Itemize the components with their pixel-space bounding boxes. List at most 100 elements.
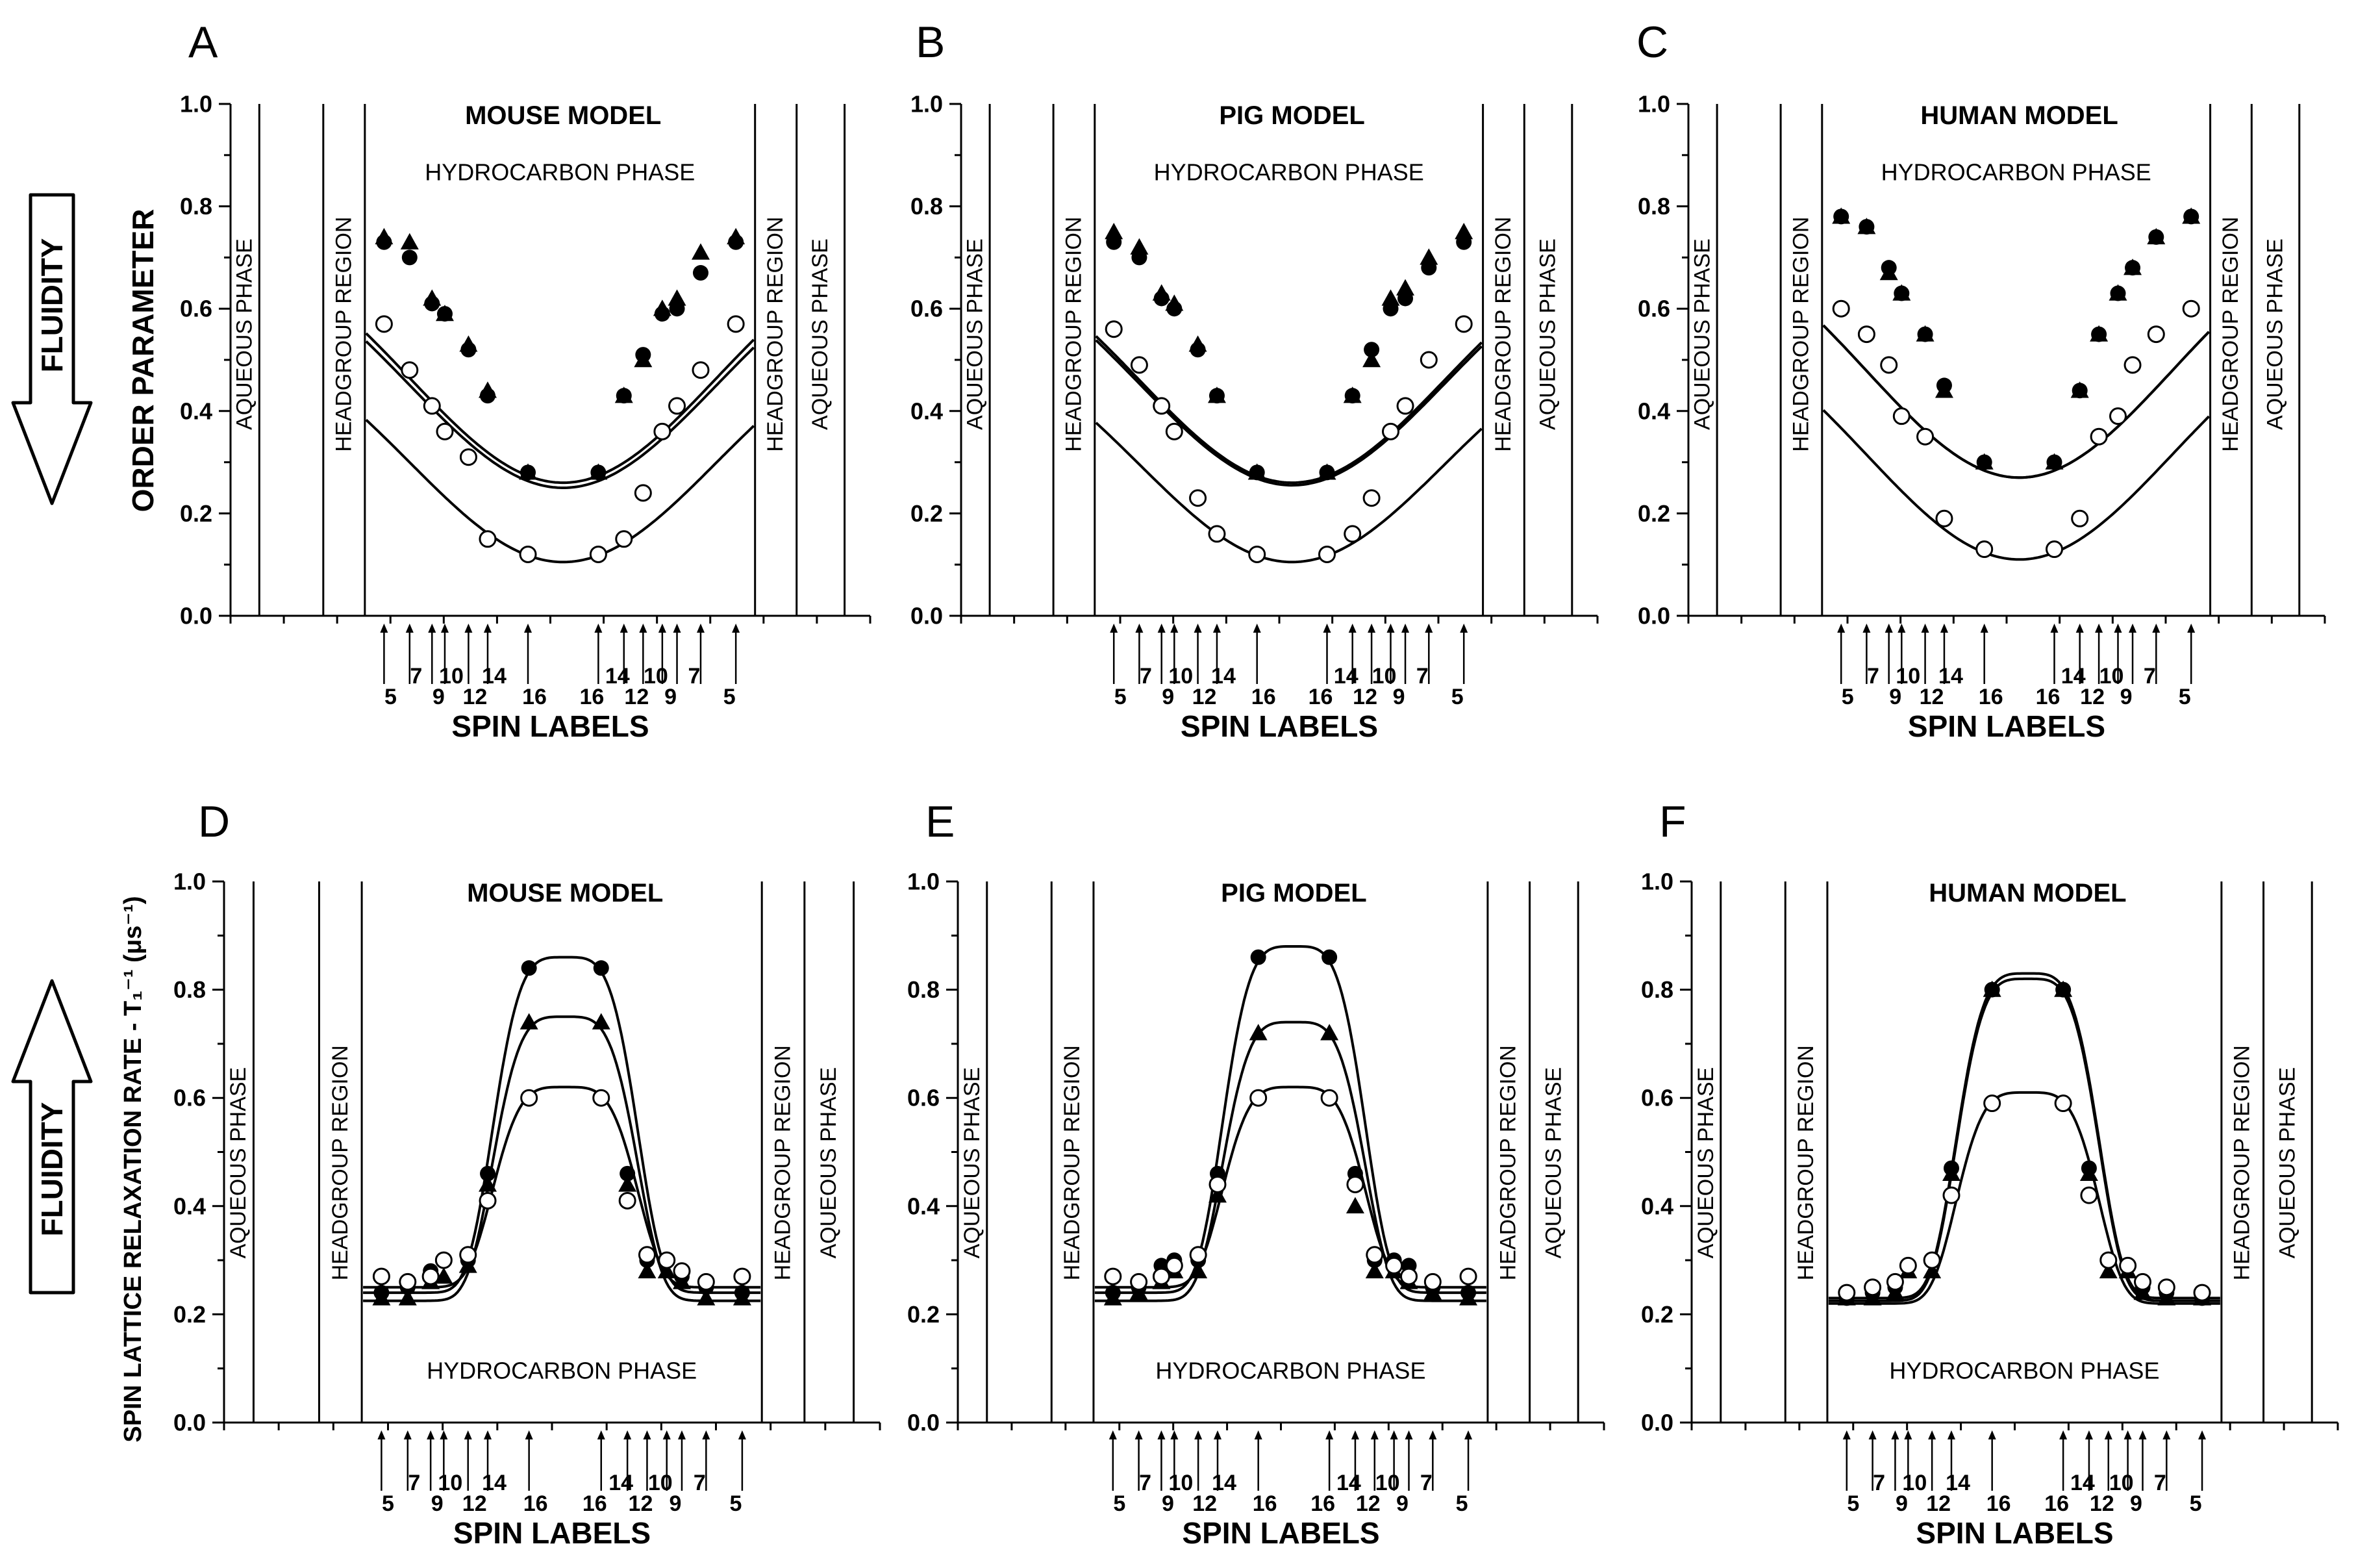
- y-tick-label: 0.0: [1638, 603, 1670, 629]
- data-point-filled-triangle: [1396, 279, 1415, 296]
- y-tick-label: 0.6: [1641, 1085, 1673, 1111]
- data-point-filled-triangle: [1892, 284, 1911, 301]
- data-point-open-circle: [1983, 1095, 2001, 1113]
- spin-label-number: 7: [1416, 664, 1429, 689]
- data-point-filled-triangle: [400, 233, 419, 249]
- y-tick-label: 0.0: [910, 603, 943, 629]
- data-point-filled-triangle: [519, 463, 538, 480]
- panel-title: MOUSE MODEL: [465, 101, 661, 130]
- y-axis-label-bottom: SPIN LATTICE RELAXATION RATE - T₁⁻¹ (μs⁻…: [119, 896, 147, 1442]
- data-point-filled-triangle: [1320, 1024, 1339, 1041]
- data-point-open-circle: [1362, 489, 1381, 507]
- data-point-open-circle: [1105, 320, 1123, 338]
- spin-label-arrowhead: [673, 624, 681, 633]
- spin-label-number: 14: [605, 664, 630, 689]
- fluidity-label-bottom: FLUIDITY: [35, 1102, 69, 1237]
- spin-label-number: 12: [463, 685, 488, 709]
- panel-letter: A: [188, 18, 218, 67]
- x-axis-label: SPIN LABELS: [1916, 1516, 2113, 1550]
- spin-label-arrowhead: [1940, 624, 1948, 633]
- data-point-filled-triangle: [2079, 1164, 2098, 1182]
- data-point-open-circle: [1165, 422, 1183, 440]
- panel-letter: E: [925, 797, 955, 846]
- y-tick-label: 0.0: [180, 603, 212, 629]
- data-point-open-circle: [1886, 1272, 1904, 1291]
- spin-label-number: 14: [2061, 664, 2086, 689]
- data-point-filled-triangle: [458, 1256, 477, 1273]
- spin-label-number: 5: [1113, 1491, 1125, 1516]
- data-point-filled-triangle: [520, 1013, 538, 1030]
- spin-label-arrowhead: [738, 1430, 746, 1439]
- data-point-filled-triangle: [1343, 386, 1362, 403]
- fit-curve-filled-triangle: [363, 1015, 761, 1302]
- headgroup-region-label-left: HEADGROUP REGION: [1060, 1045, 1084, 1280]
- data-point-filled-triangle: [1346, 1196, 1364, 1213]
- data-point-open-circle: [2157, 1278, 2175, 1297]
- data-point-open-circle: [1400, 1267, 1418, 1285]
- data-point-open-circle: [1459, 1267, 1477, 1285]
- data-point-open-circle: [519, 545, 537, 563]
- spin-label-arrowhead: [1194, 1430, 1203, 1439]
- data-point-open-circle: [2109, 407, 2127, 425]
- fit-curve-filled-triangle: [1822, 324, 2211, 479]
- spin-label-arrowhead: [1460, 624, 1468, 633]
- aqueous-phase-label-right: AQUEOUS PHASE: [1536, 238, 1560, 430]
- data-point-filled-triangle: [1423, 1284, 1442, 1300]
- y-tick-label: 0.6: [907, 1085, 940, 1111]
- data-point-filled-triangle: [1886, 1284, 1905, 1300]
- fit-curve-open-circle: [1095, 422, 1483, 564]
- panel-title: PIG MODEL: [1221, 879, 1366, 907]
- data-point-filled-triangle: [459, 335, 478, 352]
- data-point-filled-triangle: [1152, 284, 1171, 301]
- spin-label-number: 10: [1896, 664, 1920, 689]
- spin-label-arrowhead: [1325, 1430, 1334, 1439]
- spin-label-number: 5: [1114, 685, 1127, 709]
- data-point-filled-triangle: [697, 1289, 716, 1306]
- data-point-open-circle: [399, 1272, 417, 1291]
- y-tick-label: 0.4: [1638, 398, 1670, 424]
- spin-label-number: 7: [1873, 1471, 1885, 1495]
- data-point-open-circle: [638, 1246, 656, 1264]
- data-point-open-circle: [1396, 397, 1414, 415]
- y-tick-label: 1.0: [173, 868, 206, 895]
- spin-label-number: 16: [522, 685, 547, 709]
- panel-D: D 0.0 0.2 0.4 0.6 0.8 1.0 MOUSE MODEL AQUEOUS PH…: [173, 797, 881, 1550]
- spin-label-number: 5: [384, 685, 397, 709]
- spin-label-number: 9: [1396, 1491, 1409, 1516]
- fluidity-arrow-top: FLUIDITY: [11, 193, 93, 505]
- data-point-filled-triangle: [1975, 453, 1994, 470]
- data-point-open-circle: [1382, 422, 1399, 440]
- data-point-filled-circle: [480, 1165, 496, 1182]
- fit-curve-filled-circle: [1828, 972, 2220, 1300]
- spin-label-number: 12: [462, 1491, 487, 1516]
- spin-label-number: 16: [579, 685, 604, 709]
- spin-label-arrowhead: [484, 1430, 492, 1439]
- spin-label-arrowhead: [702, 1430, 710, 1439]
- fluidity-label-top: FLUIDITY: [35, 238, 69, 373]
- fit-curve-filled-triangle: [1828, 977, 2220, 1302]
- panel-B: B 0.0 0.2 0.4 0.6 0.8 1.0 PIG MODEL AQUEOUS PHAS…: [910, 18, 1599, 743]
- data-point-filled-triangle: [2147, 227, 2166, 245]
- spin-label-number: 14: [1211, 664, 1236, 689]
- spin-label-number: 10: [648, 1471, 673, 1495]
- data-point-open-circle: [673, 1262, 691, 1280]
- data-point-filled-triangle: [1455, 223, 1473, 240]
- data-point-filled-triangle: [375, 227, 394, 245]
- spin-label-number: 7: [1867, 664, 1879, 689]
- data-point-open-circle: [1189, 1246, 1207, 1264]
- data-point-filled-circle: [620, 1165, 636, 1182]
- spin-label-number: 7: [408, 1471, 420, 1495]
- spin-label-number: 16: [582, 1491, 607, 1516]
- panel-F: F 0.0 0.2 0.4 0.6 0.8 1.0 HUMAN MODEL AQUEOUS PH…: [1641, 797, 2339, 1550]
- data-point-filled-circle: [593, 960, 609, 976]
- data-point-filled-triangle: [668, 289, 686, 306]
- fit-curve-open-circle: [1822, 409, 2211, 561]
- spin-label-number: 16: [1251, 685, 1276, 709]
- panel-E: E 0.0 0.2 0.4 0.6 0.8 1.0 PIG MODEL AQUEOUS PHAS…: [907, 797, 1605, 1550]
- y-tick-label: 0.2: [907, 1301, 940, 1328]
- spin-label-number: 7: [2154, 1471, 2166, 1495]
- spin-label-arrowhead: [1134, 1430, 1143, 1439]
- spin-label-arrowhead: [1928, 1430, 1936, 1439]
- headgroup-region-label-left: HEADGROUP REGION: [1788, 217, 1813, 452]
